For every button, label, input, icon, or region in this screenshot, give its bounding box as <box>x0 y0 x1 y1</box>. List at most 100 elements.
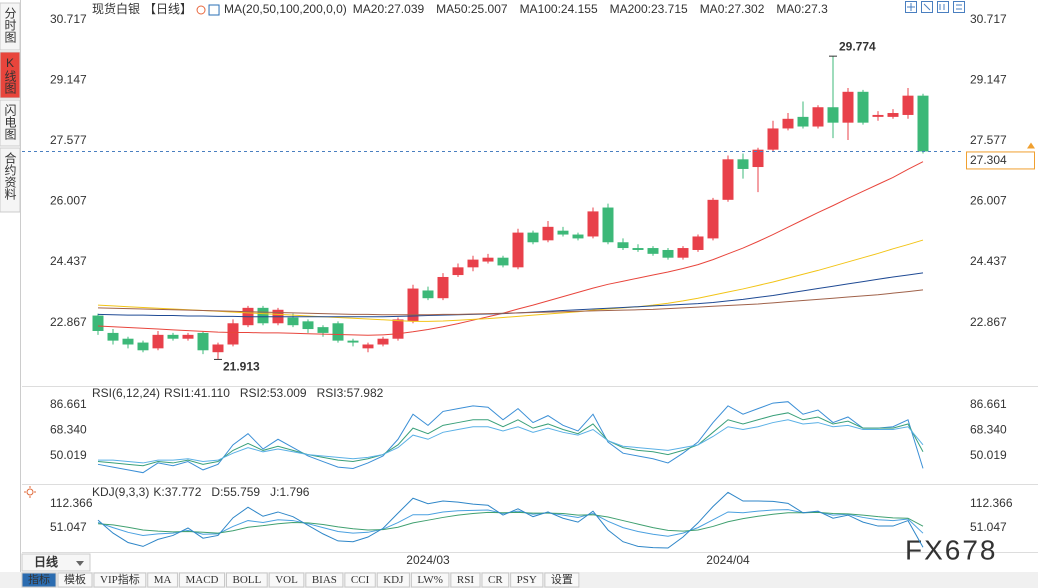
candle-body <box>812 107 824 127</box>
series-line <box>97 239 924 322</box>
toolbar-label[interactable]: BIAS <box>312 574 337 586</box>
toolbar-label[interactable]: VIP指标 <box>100 572 140 586</box>
sidebar-tab[interactable] <box>0 147 21 213</box>
y-tick-label: 51.047 <box>50 520 87 534</box>
last-price-box <box>966 151 1035 170</box>
toolbar-button[interactable] <box>93 572 147 588</box>
icon[interactable] <box>937 1 949 13</box>
toolbar-button[interactable] <box>147 572 178 588</box>
candle-body <box>632 248 644 250</box>
candle-body <box>587 211 599 237</box>
y-tick-label: 112.366 <box>50 496 93 510</box>
toolbar-label[interactable]: MA <box>154 574 172 586</box>
icon[interactable] <box>905 1 917 13</box>
candle-body <box>437 276 449 299</box>
sidebar-tab[interactable] <box>0 99 21 147</box>
candle-body <box>842 91 854 123</box>
toolbar-label[interactable]: KDJ <box>383 574 404 586</box>
toolbar-label[interactable]: 设置 <box>551 573 573 586</box>
candle-body <box>602 207 614 243</box>
toolbar-button[interactable] <box>268 572 305 588</box>
candle-body <box>257 307 269 324</box>
toolbar-label[interactable]: RSI <box>457 574 474 586</box>
toolbar-button[interactable] <box>410 572 450 588</box>
toolbar-label[interactable]: VOL <box>275 574 298 586</box>
candle-body <box>692 236 704 250</box>
toolbar-label[interactable]: 模板 <box>64 572 86 586</box>
candle-body <box>797 116 809 127</box>
sidebar-tab[interactable] <box>0 51 21 99</box>
series-line <box>97 161 924 336</box>
toolbar-button[interactable] <box>481 572 510 588</box>
candle-body <box>152 334 164 349</box>
y-tick-label: 26.007 <box>970 194 1007 208</box>
candle-body <box>782 118 794 129</box>
series-line <box>97 401 924 474</box>
y-tick-label: 27.577 <box>970 133 1007 147</box>
dropdown-arrow <box>76 561 84 566</box>
toolbar-button[interactable] <box>21 572 57 588</box>
sidebar-tab-label[interactable]: 合约资料 <box>3 151 17 200</box>
icon[interactable] <box>921 1 933 13</box>
candle-body <box>617 242 629 249</box>
sidebar-tab[interactable] <box>0 2 21 51</box>
y-tick-label: 24.437 <box>50 254 87 268</box>
candle-body <box>362 344 374 349</box>
legend-entry: MA50:25.007 <box>436 2 508 16</box>
low-label: 21.913 <box>223 360 260 374</box>
candle-body <box>647 248 659 254</box>
panel-title: RSI(6,12,24) <box>92 386 160 400</box>
y-tick-label: 30.717 <box>50 12 87 26</box>
toolbar-button[interactable] <box>225 572 268 588</box>
sidebar-tab-label[interactable]: K线图 <box>3 56 17 94</box>
toolbar-button[interactable] <box>57 572 93 588</box>
toolbar-button[interactable] <box>544 572 580 588</box>
candle-body <box>542 226 554 241</box>
legend-entry: MA0:27.302 <box>700 2 765 16</box>
toolbar-label[interactable]: PSY <box>517 574 537 586</box>
last-price-marker <box>1027 142 1035 149</box>
candle-body <box>707 199 719 239</box>
toolbar-button[interactable] <box>305 572 344 588</box>
y-tick-label: 22.867 <box>970 315 1007 329</box>
toolbar-label[interactable]: CCI <box>351 574 370 586</box>
candle-body <box>422 290 434 299</box>
watermark: FX678 <box>905 534 998 565</box>
candle-body <box>317 327 329 333</box>
candle-body <box>167 334 179 339</box>
sidebar-tab-label[interactable]: 闪电图 <box>3 104 17 140</box>
icon[interactable] <box>953 1 965 13</box>
panel-title: 现货白银 <box>92 1 140 16</box>
toolbar-button[interactable] <box>510 572 544 588</box>
toolbar-button[interactable] <box>344 572 376 588</box>
period-select-label[interactable]: 日线 <box>34 554 58 569</box>
toolbar-label[interactable]: BOLL <box>232 574 261 586</box>
sidebar-tab-label[interactable]: 分时图 <box>3 7 17 43</box>
candle-body <box>92 315 104 331</box>
indicator-icon[interactable] <box>208 4 220 16</box>
series-line <box>97 491 924 549</box>
legend-entry: MA0:27.3 <box>776 2 828 16</box>
window-icons <box>905 1 965 13</box>
kdj-settings-icon[interactable] <box>24 486 36 498</box>
candle-body <box>752 149 764 168</box>
period-label: 【日线】 <box>144 2 192 16</box>
toolbar-button[interactable] <box>450 572 481 588</box>
candle-body <box>377 338 389 345</box>
candle-body <box>557 230 569 235</box>
candle-body <box>302 321 314 330</box>
panel-title: KDJ(9,3,3) <box>92 485 149 499</box>
legend-entry: K:37.772 <box>153 485 201 499</box>
toolbar-button[interactable] <box>178 572 225 588</box>
candle-body <box>902 95 914 115</box>
candle-body <box>497 257 509 266</box>
period-select[interactable] <box>21 553 91 572</box>
candle-body <box>662 249 674 258</box>
toolbar-label[interactable]: 指标 <box>28 572 50 586</box>
toolbar-button[interactable] <box>376 572 410 588</box>
toolbar-label[interactable]: CR <box>488 574 503 586</box>
toolbar-label[interactable]: LW% <box>417 574 442 586</box>
toolbar-label[interactable]: MACD <box>185 574 218 586</box>
candle-body <box>347 340 359 343</box>
add-icon[interactable] <box>196 5 206 15</box>
